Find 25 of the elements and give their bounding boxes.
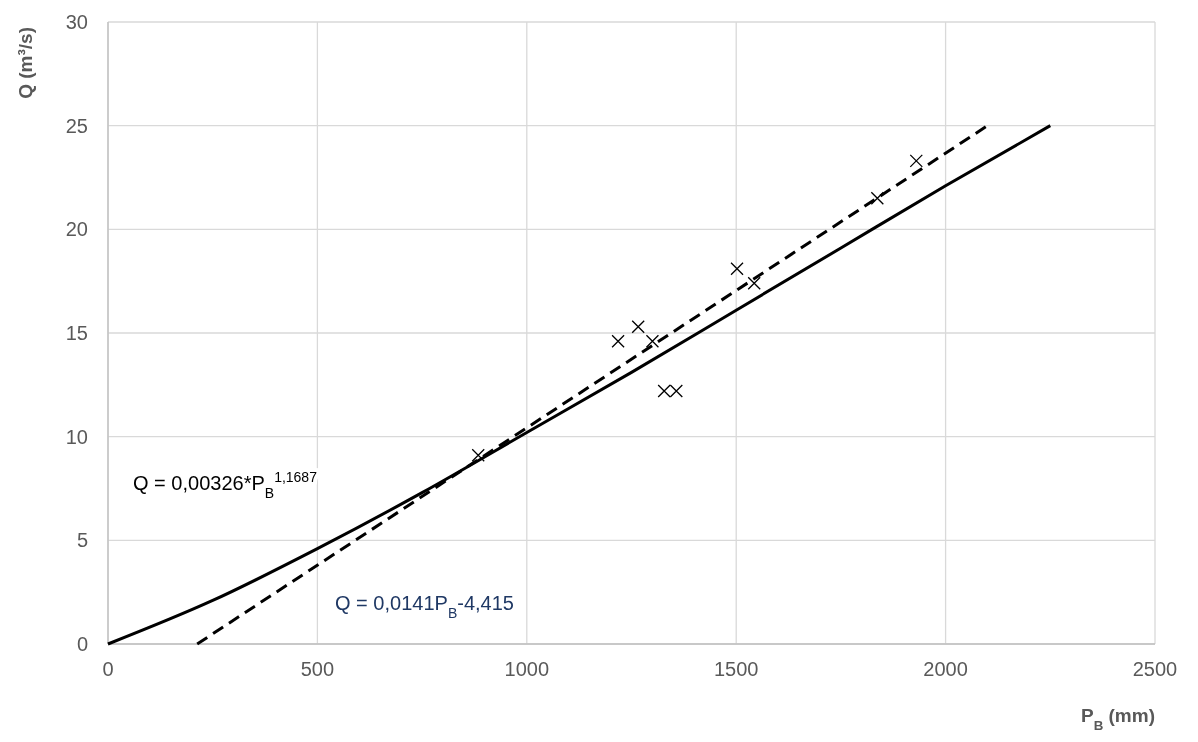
point (909, 154, 923, 168)
point (870, 191, 884, 205)
x-tick-label: 2500 (1132, 658, 1178, 680)
point (747, 276, 761, 290)
point (631, 320, 645, 334)
x-axis-title: P$_{B}$ (mm) (1080, 705, 1155, 733)
y-tick-label: 30 (65, 11, 88, 33)
point (645, 334, 660, 348)
point (471, 448, 485, 462)
point (730, 262, 744, 276)
y-tick-label: 10 (65, 425, 88, 448)
x-tick-label: 1000 (504, 658, 550, 680)
x-tick-label: 1500 (713, 658, 759, 680)
point (611, 334, 625, 348)
annotation: Q = 0,0141P$_{B}$-4,415 (335, 592, 514, 621)
x-tick-label: 0 (102, 658, 114, 680)
y-tick-label: 15 (65, 322, 88, 344)
y-axis-title: Q (m³/s) (15, 27, 36, 99)
y-tick-label: 5 (76, 529, 88, 552)
y-tick-label: 0 (76, 633, 88, 655)
x-tick-label: 2000 (923, 658, 968, 680)
y-tick-label: 20 (65, 218, 88, 241)
x-tick-label: 500 (300, 658, 335, 680)
y-tick-label: 25 (65, 114, 88, 137)
line-series (106, 124, 1052, 646)
